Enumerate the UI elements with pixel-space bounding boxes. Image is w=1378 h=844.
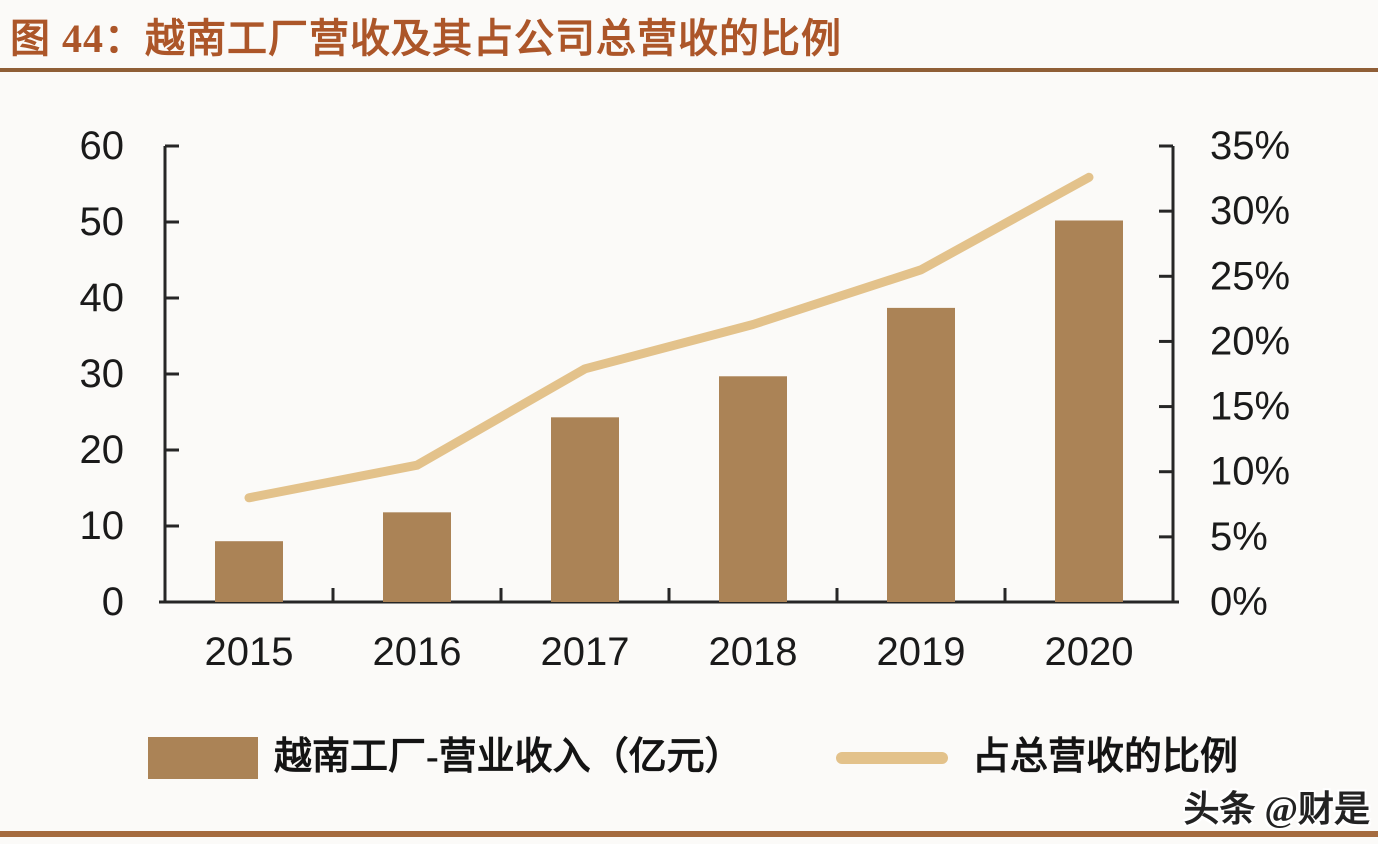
watermark: 头条 @财是 — [1183, 789, 1371, 829]
bar-2020 — [1055, 220, 1123, 603]
chart-canvas: 0 10 20 30 40 50 60 0% 5% 10% 15% 20% 25% 30% 35% 2015 2… — [80, 124, 1291, 674]
bar-2016 — [383, 512, 451, 602]
y-left-tick-label: 60 — [80, 124, 125, 168]
y-left-tick-label: 50 — [80, 200, 125, 244]
x-tick-label-2017: 2017 — [541, 630, 630, 674]
x-tick-label-2020: 2020 — [1045, 630, 1134, 674]
legend-line-label: 占总营收的比例 — [972, 736, 1239, 778]
bar-2015 — [215, 541, 283, 602]
y-right-tick-label: 35% — [1210, 124, 1290, 168]
y-left-tick-label: 0 — [102, 580, 124, 624]
bottom-divider — [0, 831, 1378, 837]
y-left-tick-label: 10 — [80, 504, 125, 548]
ratio-line — [244, 172, 1094, 503]
bar-2018 — [719, 376, 787, 602]
y-right-tick-label: 20% — [1210, 319, 1290, 363]
y-left-tick-label: 40 — [80, 276, 125, 320]
x-tick-label-2016: 2016 — [373, 630, 462, 674]
y-right-tick-label: 25% — [1210, 254, 1290, 298]
bar-2019 — [887, 307, 955, 602]
y-left-tick-label: 20 — [80, 428, 125, 472]
figure-title: 图 44：越南工厂营收及其占公司总营收的比例 — [10, 16, 842, 61]
legend-line-swatch — [836, 752, 948, 764]
y-left-tick-label: 30 — [80, 352, 125, 396]
y-right-tick-label: 0% — [1210, 580, 1268, 624]
bar-2017 — [551, 417, 619, 602]
x-tick-label-2019: 2019 — [877, 630, 966, 674]
legend-bar-swatch — [148, 737, 258, 779]
title-divider — [0, 68, 1378, 72]
x-tick-label-2018: 2018 — [709, 630, 798, 674]
y-right-tick-label: 10% — [1210, 450, 1290, 494]
y-right-tick-label: 30% — [1210, 189, 1290, 233]
x-tick-label-2015: 2015 — [205, 630, 294, 674]
y-right-tick-label: 5% — [1210, 515, 1268, 559]
legend-bar-label: 越南工厂-营业收入（亿元） — [274, 736, 743, 778]
y-right-tick-label: 15% — [1210, 385, 1290, 429]
